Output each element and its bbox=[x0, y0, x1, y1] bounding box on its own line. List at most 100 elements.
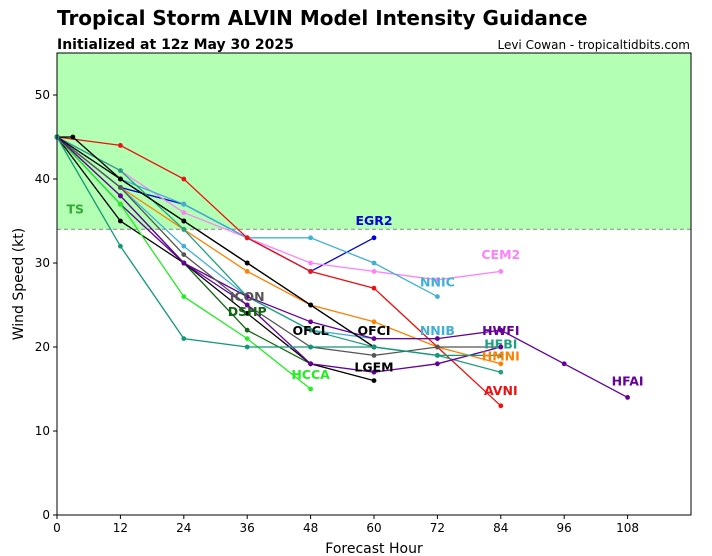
series-label-hfbi: HFBI bbox=[484, 337, 517, 352]
x-tick-label: 48 bbox=[303, 521, 318, 535]
series-line-hmni bbox=[56, 136, 501, 365]
series-point-hwfi bbox=[118, 193, 123, 199]
series-point-ofcl bbox=[70, 134, 76, 140]
axis-layer: 0 12 24 36 48 60 72 84 96 108 0 10 20 30 40 50 bbox=[35, 52, 692, 535]
label-layer: EGR2 CEM2 NNIC AVNI HMNI NNIB HFBI HFAI ICONDSHP… bbox=[228, 213, 644, 398]
series-point-avni bbox=[181, 176, 187, 182]
series-point-hfai bbox=[435, 336, 440, 341]
x-tick-label: 72 bbox=[430, 521, 445, 535]
series-line-icon bbox=[56, 136, 501, 357]
series-point-lgem bbox=[244, 311, 250, 316]
series-label-hcca: HCCA bbox=[291, 367, 330, 382]
y-axis-label: Wind Speed (kt) bbox=[11, 228, 27, 341]
band-label-ts: TS bbox=[67, 201, 85, 216]
series-point-cem2 bbox=[498, 269, 504, 274]
x-tick-label: 24 bbox=[176, 521, 191, 535]
series-point-egr2 bbox=[371, 235, 377, 241]
series-label-ofcl: OFCL bbox=[292, 323, 328, 338]
y-tick-label: 30 bbox=[35, 256, 50, 270]
series-point-cem2 bbox=[371, 269, 377, 274]
series-point-ofci bbox=[118, 176, 123, 182]
chart-credit: Levi Cowan - tropicaltidbits.com bbox=[497, 38, 690, 52]
x-tick-label: 108 bbox=[616, 521, 639, 535]
x-tick-label: 0 bbox=[53, 521, 61, 535]
series-point-icon bbox=[118, 185, 123, 190]
series-point-lgem bbox=[371, 378, 377, 383]
series-point-hwfi bbox=[435, 361, 440, 367]
x-tick-label: 60 bbox=[366, 521, 381, 535]
series-label-egr2: EGR2 bbox=[355, 213, 392, 228]
series-point-hwfi bbox=[498, 344, 504, 350]
series-point-hmni bbox=[244, 269, 250, 274]
series-label-hmni: HMNI bbox=[482, 348, 520, 363]
x-tick-label: 12 bbox=[113, 521, 128, 535]
series-point-hfai bbox=[371, 336, 377, 341]
series-point-teal bbox=[498, 353, 504, 358]
series-point-hmni bbox=[371, 319, 377, 325]
series-label-dshp: DSHP bbox=[228, 304, 267, 319]
series-point-teal bbox=[244, 344, 250, 350]
series-label-hwfi: HWFI bbox=[482, 323, 519, 338]
series-point-hfai bbox=[308, 319, 313, 325]
x-axis-label: Forecast Hour bbox=[325, 541, 423, 556]
series-point-nnib bbox=[181, 243, 187, 249]
series-label-nnib: NNIB bbox=[420, 323, 455, 338]
y-tick-label: 0 bbox=[42, 508, 50, 522]
series-point-hfbi bbox=[181, 227, 187, 232]
series-point-nnic bbox=[371, 260, 377, 266]
series-label-hfai: HFAI bbox=[612, 374, 644, 389]
series-line-lgem bbox=[56, 136, 375, 382]
series-label-nnic: NNIC bbox=[420, 275, 455, 290]
y-tick-label: 40 bbox=[35, 172, 50, 186]
series-point-avni bbox=[498, 403, 504, 409]
series-point-nnic bbox=[308, 235, 313, 241]
series-line-hwfi bbox=[56, 136, 501, 373]
series-point-icon bbox=[435, 344, 440, 350]
series-point-hfai bbox=[561, 361, 567, 367]
series-point-hcca bbox=[181, 294, 187, 299]
series-point-hmni bbox=[498, 361, 504, 367]
series-point-hcca bbox=[118, 201, 123, 207]
series-point-ofci bbox=[308, 302, 313, 308]
series-point-avni bbox=[118, 143, 123, 148]
series-point-teal bbox=[118, 243, 123, 249]
series-point-avni bbox=[244, 235, 250, 241]
x-tick-label: 96 bbox=[557, 521, 572, 535]
series-label-cem2: CEM2 bbox=[481, 247, 520, 262]
series-point-lgem bbox=[118, 218, 123, 224]
series-point-teal bbox=[371, 344, 377, 350]
series-point-teal bbox=[308, 344, 313, 350]
chart-subtitle: Initialized at 12z May 30 2025 bbox=[57, 37, 294, 53]
series-line-avni bbox=[56, 136, 502, 407]
series-line-cem2 bbox=[56, 136, 501, 281]
series-point-hcca bbox=[244, 336, 250, 341]
series-point-avni bbox=[308, 269, 313, 274]
chart-title: Tropical Storm ALVIN Model Intensity Gui… bbox=[57, 6, 588, 30]
series-point-icon bbox=[181, 252, 187, 257]
series-label-lgem: LGEM bbox=[354, 359, 393, 374]
series-point-hwfi bbox=[371, 369, 377, 375]
y-tick-label: 50 bbox=[35, 88, 50, 102]
series-point-hfai bbox=[625, 395, 630, 400]
series-point-nnic bbox=[435, 294, 440, 299]
series-point-hfbi bbox=[498, 369, 504, 375]
series-point-avni bbox=[371, 285, 377, 291]
series-point-hwfi bbox=[308, 361, 313, 367]
series-point-icon bbox=[371, 353, 377, 358]
series-point-hwfi bbox=[244, 302, 250, 308]
series-point-ofci bbox=[244, 260, 250, 266]
series-point-nnic bbox=[181, 201, 187, 207]
series-label-icon: ICON bbox=[230, 289, 265, 304]
series-layer bbox=[54, 134, 630, 409]
series-point-hcca bbox=[308, 386, 313, 392]
series-label-ofci: OFCI bbox=[358, 323, 391, 338]
series-point-cem2 bbox=[435, 277, 440, 283]
series-point-ofci bbox=[181, 218, 187, 224]
band-ts bbox=[57, 53, 691, 230]
series-point-hfbi bbox=[308, 327, 313, 333]
x-tick-label: 84 bbox=[493, 521, 508, 535]
series-point-cem2 bbox=[308, 260, 313, 266]
y-tick-label: 20 bbox=[35, 340, 50, 354]
band-layer: TS bbox=[57, 53, 691, 230]
